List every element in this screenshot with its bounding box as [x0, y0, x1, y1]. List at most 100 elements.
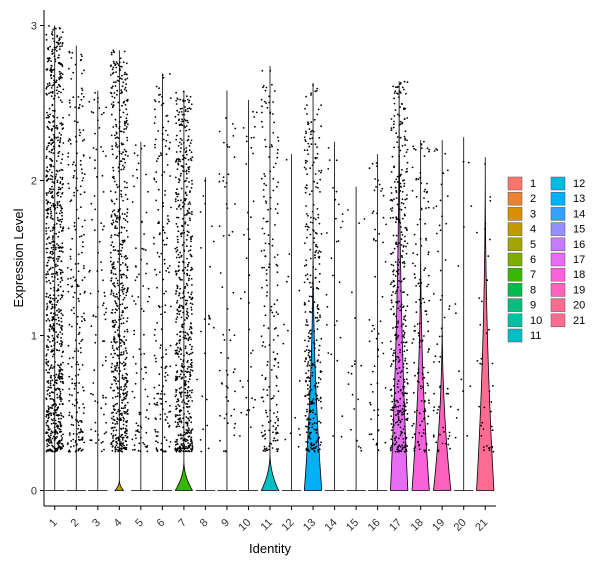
point-19: [447, 443, 450, 446]
point-2: [82, 154, 85, 156]
point-17: [397, 423, 400, 426]
point-14: [335, 240, 338, 243]
point-7: [182, 447, 185, 450]
point-2: [67, 140, 70, 142]
point-17: [399, 222, 402, 224]
point-1: [59, 226, 62, 228]
point-7: [174, 421, 177, 423]
point-4: [124, 362, 127, 365]
legend-key-1: [507, 176, 523, 191]
point-1: [50, 158, 53, 161]
point-1: [46, 180, 48, 182]
point-3: [94, 334, 97, 336]
point-7: [186, 234, 189, 237]
point-17: [392, 406, 394, 409]
point-1: [56, 127, 59, 129]
point-17: [396, 289, 399, 291]
point-13: [309, 167, 312, 170]
point-1: [60, 269, 63, 272]
point-4: [126, 198, 129, 201]
point-9: [219, 272, 222, 274]
point-19: [441, 215, 443, 218]
point-13: [306, 228, 309, 231]
point-16: [369, 403, 372, 406]
point-17: [391, 429, 393, 431]
point-7: [177, 205, 180, 208]
point-13: [305, 319, 308, 321]
point-7: [188, 432, 191, 434]
point-19: [439, 433, 441, 436]
point-13: [305, 205, 307, 207]
point-18: [427, 200, 430, 203]
point-2: [75, 208, 78, 211]
point-6: [157, 441, 159, 444]
point-1: [53, 342, 56, 344]
point-2: [73, 387, 76, 390]
point-4: [120, 407, 123, 409]
point-13: [309, 418, 312, 421]
point-17: [398, 261, 401, 264]
point-1: [61, 246, 64, 249]
point-13: [306, 431, 308, 434]
point-15: [351, 291, 353, 294]
point-16: [376, 165, 378, 168]
point-13: [307, 153, 310, 156]
point-18: [413, 325, 416, 328]
point-7: [185, 394, 188, 397]
point-2: [84, 290, 86, 293]
point-1: [53, 79, 55, 82]
point-7: [191, 313, 193, 315]
point-16: [377, 408, 380, 411]
point-4: [123, 410, 125, 413]
point-6: [162, 205, 165, 208]
point-1: [51, 48, 54, 51]
point-4: [125, 444, 128, 446]
point-6: [167, 215, 169, 217]
point-19: [439, 199, 442, 202]
point-1: [49, 376, 52, 379]
point-9: [226, 386, 229, 389]
point-18: [413, 147, 415, 150]
point-3: [96, 401, 99, 404]
point-4: [111, 264, 113, 266]
point-19: [444, 152, 447, 155]
point-17: [405, 245, 407, 248]
point-6: [155, 440, 157, 443]
point-1: [53, 294, 55, 296]
point-10: [246, 211, 249, 214]
point-2: [75, 363, 78, 366]
point-18: [420, 400, 423, 402]
point-18: [412, 252, 415, 255]
point-17: [404, 226, 407, 229]
point-4: [120, 447, 123, 449]
point-14: [337, 240, 340, 242]
point-4: [122, 164, 124, 167]
point-16: [381, 187, 384, 190]
point-7: [188, 99, 191, 102]
point-4: [119, 342, 122, 344]
point-4: [121, 433, 124, 436]
point-4: [126, 73, 128, 76]
point-2: [81, 89, 84, 91]
point-1: [60, 355, 63, 358]
point-6: [166, 222, 169, 225]
point-11: [261, 69, 264, 72]
point-17: [406, 417, 409, 420]
point-17: [393, 398, 396, 401]
point-4: [114, 300, 116, 302]
point-17: [402, 202, 405, 205]
point-13: [307, 369, 310, 372]
point-1: [57, 191, 60, 194]
point-4: [123, 131, 125, 134]
point-4: [121, 286, 124, 289]
point-4: [123, 385, 126, 388]
point-14: [327, 147, 330, 149]
point-4: [111, 148, 114, 151]
point-13: [309, 248, 312, 251]
point-1: [45, 432, 48, 435]
point-4: [110, 134, 113, 137]
point-1: [60, 36, 63, 38]
point-1: [53, 426, 56, 429]
point-17: [389, 217, 392, 219]
point-4: [115, 71, 117, 73]
